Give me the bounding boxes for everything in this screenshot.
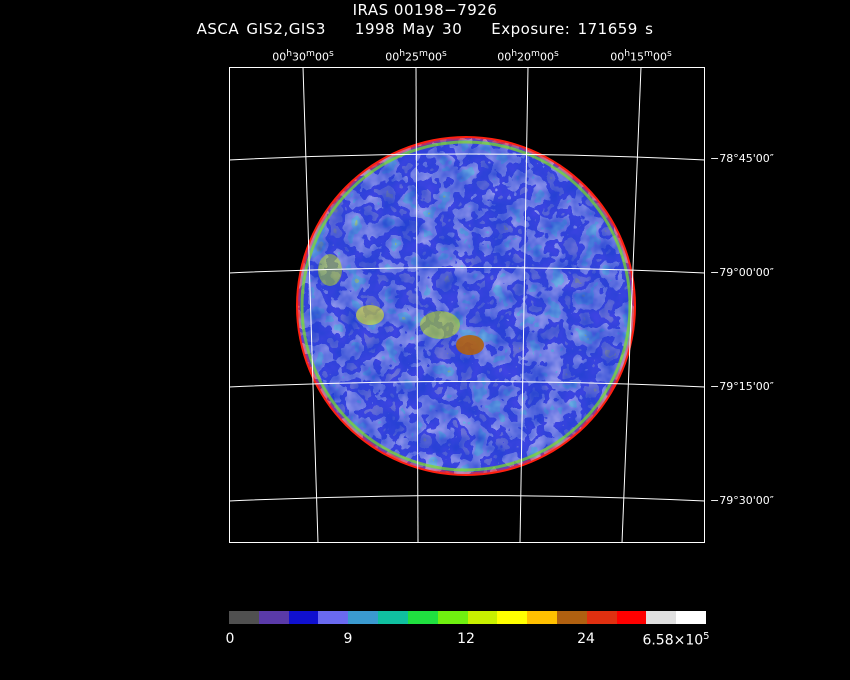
coordinate-grid bbox=[229, 67, 705, 543]
colorbar-segment bbox=[467, 611, 498, 624]
colorbar-label-3: 24 bbox=[577, 631, 595, 647]
detector-disc bbox=[296, 136, 636, 476]
ra-label-4: 00h15m00s bbox=[610, 48, 672, 64]
dec-label-2: −79°00'00″ bbox=[710, 266, 774, 279]
ra-label-3: 00h20m00s bbox=[497, 48, 559, 64]
colorbar-segment bbox=[646, 611, 677, 624]
image-subtitle: ASCA GIS2,GIS3 1998 May 30 Exposure: 171… bbox=[196, 20, 654, 38]
colorbar-segment bbox=[378, 611, 408, 624]
colorbar-segment bbox=[348, 611, 379, 624]
colorbar-segment bbox=[258, 611, 289, 624]
dec-label-3: −79°15'00″ bbox=[710, 380, 774, 393]
image-frame bbox=[229, 67, 705, 543]
colorbar-label-2: 12 bbox=[457, 631, 475, 647]
colorbar-segment bbox=[497, 611, 528, 624]
image-title: IRAS 00198−7926 bbox=[352, 1, 498, 19]
ra-label-2: 00h25m00s bbox=[385, 48, 447, 64]
colorbar-label-max: 6.58×105 bbox=[642, 631, 710, 649]
colorbar bbox=[229, 611, 706, 624]
colorbar-segment bbox=[229, 611, 259, 624]
colorbar-label-0: 0 bbox=[225, 631, 235, 647]
colorbar-segment bbox=[407, 611, 438, 624]
ra-label-1: 00h30m00s bbox=[272, 48, 334, 64]
colorbar-segment bbox=[616, 611, 647, 624]
colorbar-segment bbox=[437, 611, 468, 624]
dec-label-4: −79°30'00″ bbox=[710, 494, 774, 507]
colorbar-segment bbox=[676, 611, 706, 624]
dec-label-1: −78°45'00″ bbox=[710, 152, 774, 165]
colorbar-segment bbox=[586, 611, 617, 624]
colorbar-segment bbox=[288, 611, 319, 624]
colorbar-segment bbox=[556, 611, 587, 624]
colorbar-segment bbox=[527, 611, 557, 624]
colorbar-label-1: 9 bbox=[343, 631, 353, 647]
colorbar-segment bbox=[318, 611, 349, 624]
